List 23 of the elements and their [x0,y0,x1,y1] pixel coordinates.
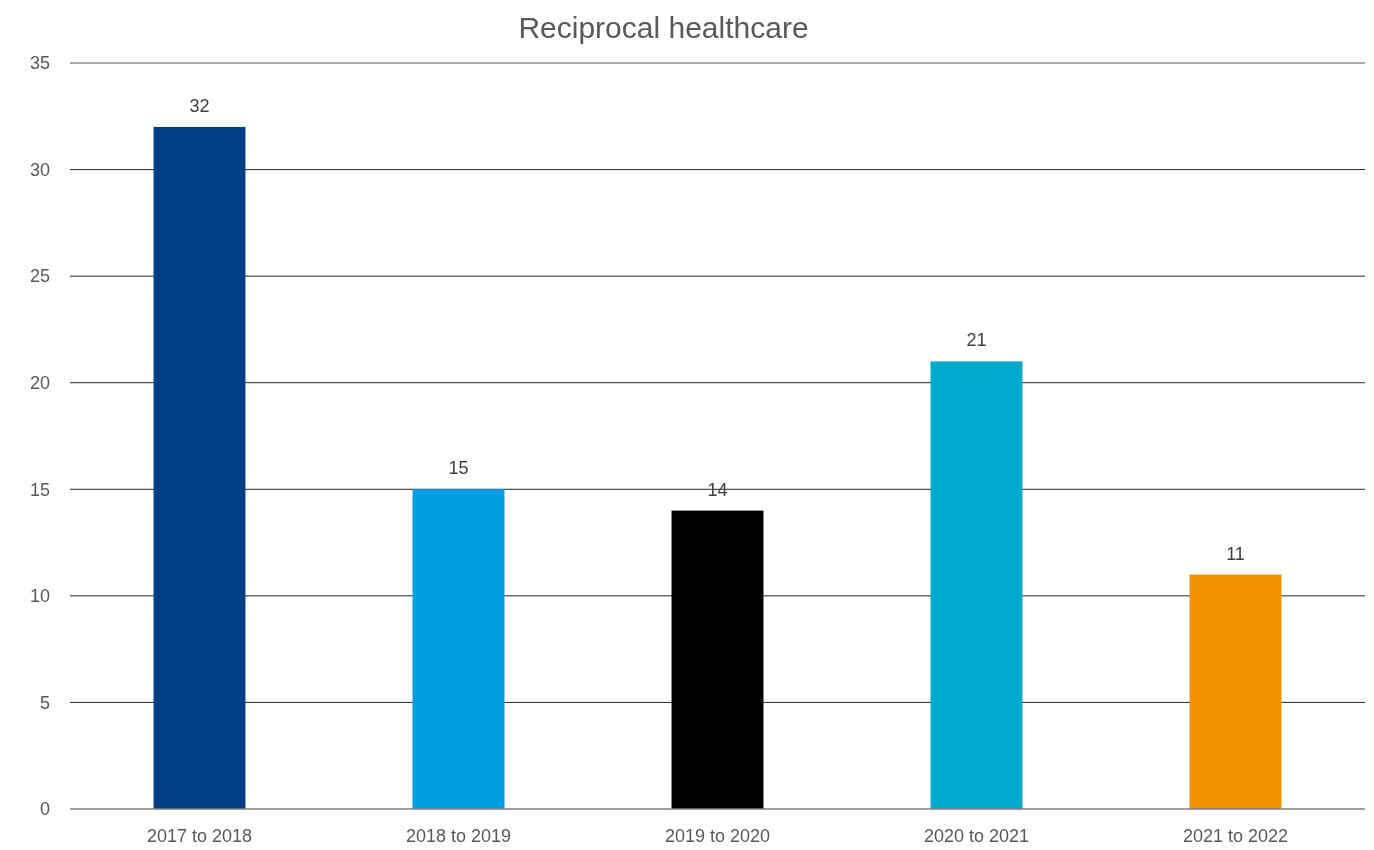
data-label: 21 [966,330,987,351]
data-label: 11 [1226,543,1245,564]
x-tick-label: 2017 to 2018 [146,826,253,846]
y-tick-label: 0 [39,799,50,820]
bar [1189,574,1282,809]
bar [153,126,246,809]
bar [930,361,1023,809]
bar [412,489,505,809]
y-tick-label: 30 [29,159,50,180]
data-label: 15 [448,458,469,479]
x-tick-label: 2019 to 2020 [664,826,771,846]
y-tick-label: 5 [39,692,50,713]
bar [671,510,764,809]
x-tick-label: 2018 to 2019 [405,826,512,846]
data-label: 32 [189,95,210,116]
y-tick-label: 25 [29,266,50,287]
y-tick-label: 10 [29,586,50,607]
chart-title: Reciprocal healthcare [518,11,809,44]
x-tick-label: 2020 to 2021 [923,826,1030,846]
y-tick-label: 15 [29,479,50,500]
x-tick-label: 2021 to 2022 [1182,826,1289,846]
y-tick-label: 35 [29,53,50,74]
y-tick-label: 20 [29,373,50,394]
